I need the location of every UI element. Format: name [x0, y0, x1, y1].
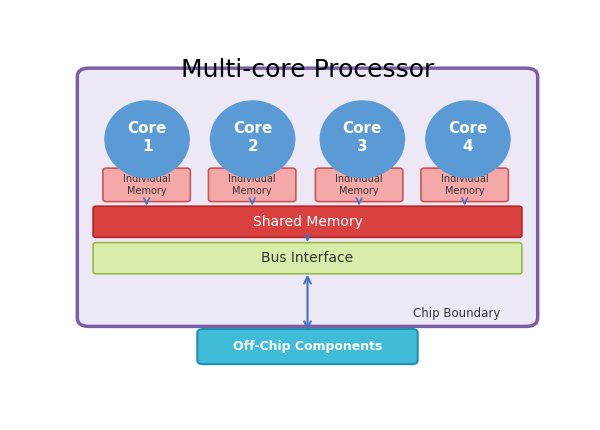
- Text: Individual
Memory: Individual Memory: [441, 174, 488, 196]
- FancyBboxPatch shape: [208, 168, 296, 202]
- Text: Core
1: Core 1: [127, 122, 167, 154]
- Text: Core
2: Core 2: [233, 122, 272, 154]
- FancyBboxPatch shape: [77, 68, 538, 326]
- Text: Core
4: Core 4: [448, 122, 488, 154]
- Text: Individual
Memory: Individual Memory: [123, 174, 170, 196]
- Text: Off-Chip Components: Off-Chip Components: [233, 340, 382, 353]
- FancyBboxPatch shape: [93, 206, 522, 237]
- FancyBboxPatch shape: [421, 168, 508, 202]
- FancyBboxPatch shape: [197, 329, 418, 364]
- Text: Shared Memory: Shared Memory: [253, 215, 362, 229]
- Text: Multi-core Processor: Multi-core Processor: [181, 58, 434, 82]
- Text: Chip Boundary: Chip Boundary: [413, 307, 500, 319]
- Ellipse shape: [320, 100, 405, 178]
- FancyBboxPatch shape: [103, 168, 190, 202]
- Ellipse shape: [425, 100, 511, 178]
- Text: Individual
Memory: Individual Memory: [229, 174, 276, 196]
- Text: Individual
Memory: Individual Memory: [335, 174, 383, 196]
- Text: Bus Interface: Bus Interface: [262, 251, 353, 265]
- Ellipse shape: [104, 100, 190, 178]
- FancyBboxPatch shape: [316, 168, 403, 202]
- FancyBboxPatch shape: [93, 243, 522, 274]
- Text: Core
3: Core 3: [343, 122, 382, 154]
- Ellipse shape: [210, 100, 295, 178]
